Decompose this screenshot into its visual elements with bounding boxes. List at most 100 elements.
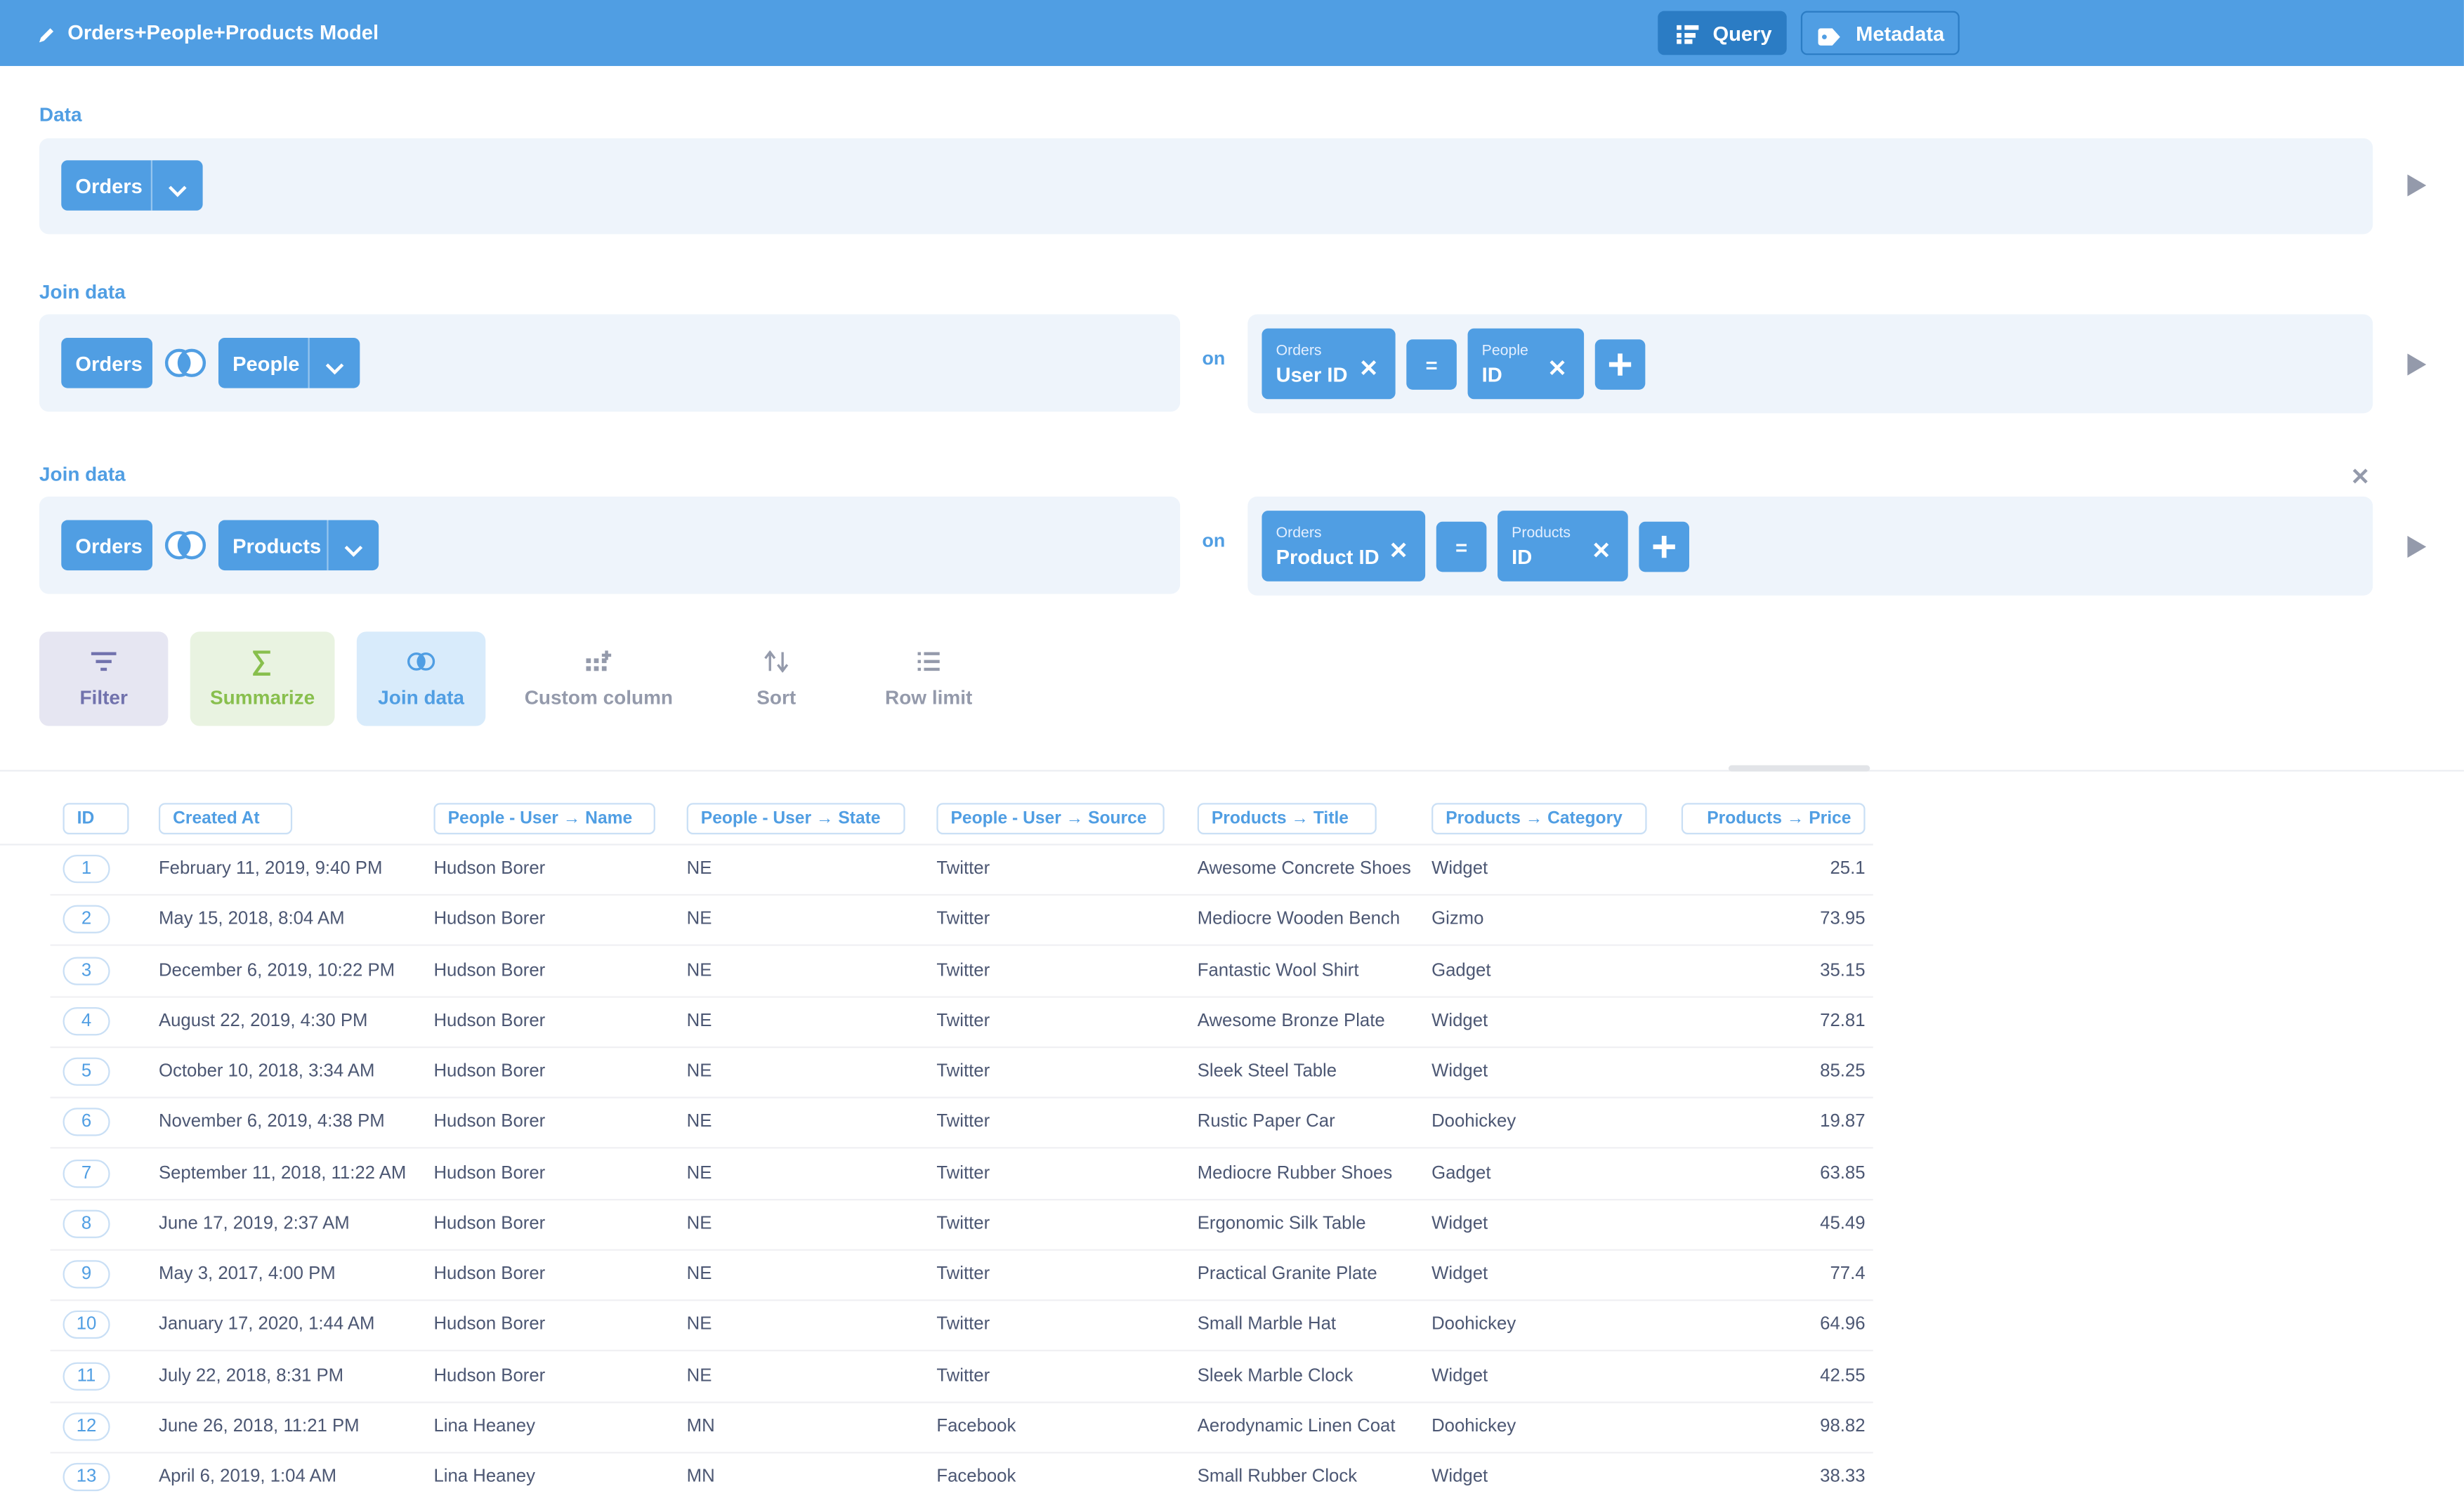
table-button[interactable]: Orders: [61, 337, 153, 388]
table-cell: Hudson Borer: [433, 1264, 546, 1284]
table-cell: Widget: [1431, 1011, 1488, 1031]
row-id-pill[interactable]: 6: [63, 1108, 110, 1137]
row-id-pill[interactable]: 5: [63, 1057, 110, 1086]
table-cell: Hudson Borer: [433, 961, 546, 980]
action-label: Sort: [756, 686, 797, 709]
field-button[interactable]: Products ID: [1498, 511, 1628, 582]
action-button[interactable]: Join data: [356, 631, 486, 726]
row-id-pill[interactable]: 13: [63, 1462, 110, 1492]
table-cell: September 11, 2018, 11:22 AM: [158, 1163, 407, 1183]
action-icon: [764, 650, 789, 681]
run-step-icon: [2407, 353, 2427, 383]
column-header[interactable]: People - User → Name: [433, 803, 655, 834]
table-cell: Hudson Borer: [433, 1214, 546, 1233]
table-cell: Twitter: [936, 1315, 990, 1334]
table-cell: NE: [686, 910, 712, 929]
table-cell: Twitter: [936, 1366, 990, 1386]
edit-icon: [38, 24, 57, 52]
join-right-panel: [1247, 496, 2373, 596]
table-cell: July 22, 2018, 8:31 PM: [158, 1366, 344, 1386]
row-id-pill[interactable]: 8: [63, 1209, 110, 1238]
table-cell: NE: [686, 961, 712, 980]
action-icon: [586, 650, 612, 681]
column-header[interactable]: Products → Title: [1197, 803, 1377, 834]
action-label: Custom column: [524, 686, 674, 709]
table-cell: Sleek Marble Clock: [1197, 1366, 1354, 1386]
field-button[interactable]: Orders User ID: [1262, 328, 1396, 400]
table-cell: 85.25: [1820, 1062, 1866, 1082]
row-id-pill[interactable]: 3: [63, 956, 110, 985]
row-id-pill[interactable]: 2: [63, 905, 110, 934]
table-cell: NE: [686, 859, 712, 879]
table-cell: NE: [686, 1113, 712, 1132]
row-id-pill[interactable]: 11: [63, 1361, 110, 1390]
action-button[interactable]: Row limit: [866, 631, 992, 726]
on-label: on: [1202, 529, 1226, 552]
table-cell: Ergonomic Silk Table: [1197, 1214, 1366, 1233]
add-condition-button[interactable]: [1639, 521, 1689, 572]
operator-button[interactable]: =: [1406, 339, 1457, 390]
table-cell: Fantastic Wool Shirt: [1197, 961, 1359, 980]
action-button[interactable]: Filter: [39, 631, 169, 726]
step-label: Data: [39, 103, 82, 126]
table-cell: Widget: [1431, 1467, 1488, 1487]
field-table: Orders: [1276, 342, 1322, 360]
row-id-pill[interactable]: 1: [63, 855, 110, 884]
table-cell: 42.55: [1820, 1366, 1866, 1386]
remove-icon: [1549, 357, 1565, 381]
table-button[interactable]: People: [218, 337, 360, 388]
column-header[interactable]: People - User → State: [686, 803, 905, 834]
row-divider: [50, 1350, 1873, 1352]
row-id-pill[interactable]: 12: [63, 1412, 110, 1441]
table-cell: Hudson Borer: [433, 1113, 546, 1132]
column-header[interactable]: ID: [63, 803, 129, 834]
action-label: Summarize: [209, 686, 315, 709]
table-cell: 77.4: [1830, 1264, 1866, 1284]
plus-icon: [1608, 352, 1633, 382]
button-divider: [150, 160, 153, 211]
add-condition-button[interactable]: [1594, 339, 1646, 390]
table-cell: May 3, 2017, 4:00 PM: [158, 1264, 336, 1284]
table-cell: MN: [686, 1417, 715, 1436]
row-id-pill[interactable]: 7: [63, 1158, 110, 1188]
column-header[interactable]: Products → Price: [1681, 803, 1866, 834]
table-cell: April 6, 2019, 1:04 AM: [158, 1467, 337, 1487]
step-label: Join data: [39, 463, 126, 486]
action-button[interactable]: Summarize: [190, 631, 335, 726]
table-cell: Twitter: [936, 1214, 990, 1233]
action-icon: [917, 650, 940, 678]
field-name: User ID: [1276, 362, 1348, 387]
action-button[interactable]: Custom column: [520, 631, 678, 726]
table-button[interactable]: Orders: [61, 520, 153, 571]
table-cell: Twitter: [936, 1163, 990, 1183]
table-cell: February 11, 2019, 9:40 PM: [158, 859, 383, 879]
remove-icon: [1594, 539, 1609, 563]
table-cell: Awesome Bronze Plate: [1197, 1011, 1385, 1031]
table-cell: Twitter: [936, 1011, 990, 1031]
operator-button[interactable]: =: [1436, 521, 1487, 572]
chevron-icon: [344, 539, 363, 563]
table-button[interactable]: Orders: [61, 160, 203, 211]
field-button[interactable]: Orders Product ID: [1262, 511, 1426, 582]
table-cell: 63.85: [1820, 1163, 1866, 1183]
row-id-pill[interactable]: 10: [63, 1311, 110, 1339]
row-id-pill[interactable]: 4: [63, 1006, 110, 1035]
table-cell: Widget: [1431, 1214, 1488, 1233]
table-cell: 25.1: [1830, 859, 1866, 879]
table-cell: Hudson Borer: [433, 910, 546, 929]
table-cell: Twitter: [936, 961, 990, 980]
row-id-pill[interactable]: 9: [63, 1260, 110, 1289]
column-header[interactable]: Created At: [158, 803, 293, 834]
table-button[interactable]: Products: [218, 520, 379, 571]
table-cell: Widget: [1431, 1366, 1488, 1386]
table-cell: Widget: [1431, 1062, 1488, 1082]
metadata-button[interactable]: Metadata: [1800, 11, 1960, 55]
section-divider: [0, 770, 2464, 772]
table-cell: May 15, 2018, 8:04 AM: [158, 910, 345, 929]
row-divider: [50, 1046, 1873, 1048]
column-header[interactable]: People - User → Source: [936, 803, 1165, 834]
field-button[interactable]: People ID: [1467, 328, 1585, 400]
column-header[interactable]: Products → Category: [1431, 803, 1647, 834]
model-title[interactable]: Orders+People+Products Model: [67, 20, 379, 44]
action-button[interactable]: Sort: [729, 631, 823, 726]
